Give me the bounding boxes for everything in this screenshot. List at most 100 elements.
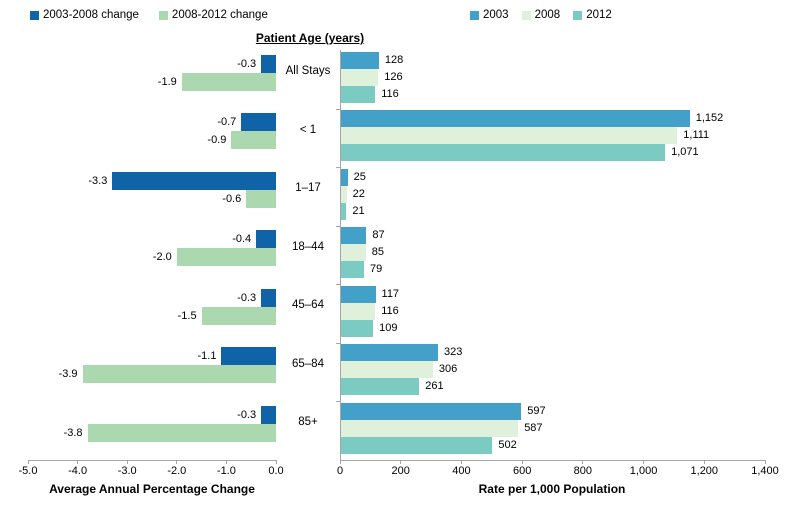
category-row: All Stays <box>276 50 340 109</box>
value-label-2008: 85 <box>371 246 385 259</box>
legend-swatch-2003-2008-change-icon <box>30 10 39 20</box>
legend-swatch-2003-icon <box>470 10 479 20</box>
bar-2003 <box>340 344 439 362</box>
value-label-2008-2012-change: -0.9 <box>207 134 227 147</box>
value-label-2008: 126 <box>384 70 403 83</box>
value-label-2008-2012-change: -3.8 <box>63 426 83 439</box>
value-label-2003-2008-change: -3.3 <box>88 174 108 187</box>
legend-label-2012: 2012 <box>586 9 612 21</box>
bar-2003-2008-change <box>261 405 276 424</box>
value-label-2008-2012-change: -1.5 <box>177 309 197 322</box>
axis-tick <box>400 460 402 464</box>
bar-2008-2012-change <box>176 248 276 267</box>
legend-rate: 2003 2008 2012 <box>470 9 625 21</box>
value-label-2008: 306 <box>438 363 458 376</box>
rate-y-axis-tick <box>336 342 340 344</box>
bar-2008-2012-change <box>246 189 276 208</box>
axis-tick-label: -3.0 <box>117 465 137 477</box>
axis-tick-label: -1.0 <box>216 465 236 477</box>
axis-tick <box>764 460 766 464</box>
bar-2008 <box>340 302 376 320</box>
rate-y-axis-tick <box>336 167 340 169</box>
rate-axis-title: Rate per 1,000 Population <box>478 482 626 496</box>
category-label-1: < 1 <box>299 123 317 136</box>
rate-group-85: 597 587 502 <box>340 401 765 460</box>
value-label-2003-2008-change: -0.3 <box>237 291 257 304</box>
legend-swatch-2008-icon <box>521 10 531 20</box>
bar-2008-2012-change <box>201 306 276 325</box>
legend-swatch-2008-2012-change-icon <box>158 10 168 20</box>
bar-2003 <box>340 402 522 420</box>
rate-group-45-64: 117 116 109 <box>340 284 765 343</box>
bar-2012 <box>340 144 666 162</box>
rate-group-1-17: 25 22 21 <box>340 167 765 226</box>
pct-change-x-axis: -5.0 -4.0 -3.0 -2.0 -1.0 0.0 <box>19 460 284 482</box>
category-label-1-17: 1–17 <box>295 182 321 195</box>
category-row: < 1 <box>276 109 340 168</box>
category-row: 18–44 <box>276 226 340 285</box>
value-label-2003-2008-change: -1.1 <box>197 350 217 363</box>
pct-change-group-1-17: -3.3 -0.6 <box>28 167 276 226</box>
axis-tick <box>126 460 128 464</box>
bar-2008-2012-change <box>181 72 276 91</box>
axis-tick-label: -2.0 <box>167 465 187 477</box>
category-row: 65–84 <box>276 343 340 402</box>
rate-y-axis-tick <box>336 284 340 286</box>
rate-plot-area: 128 126 116 1,152 1,111 1,071 25 22 21 87 85 79 117 1… <box>340 50 765 460</box>
bar-2008 <box>340 419 519 437</box>
category-row: 1–17 <box>276 167 340 226</box>
category-row: 45–64 <box>276 284 340 343</box>
value-label-2003-2008-change: -0.3 <box>237 57 257 70</box>
value-label-2003-2008-change: -0.3 <box>237 408 257 421</box>
legend-item-2008-2012-change: 2008-2012 change <box>158 9 268 21</box>
axis-tick <box>275 460 277 464</box>
category-label-65-84: 65–84 <box>292 357 324 370</box>
legend-item-2003: 2003 <box>470 9 509 21</box>
category-label-all-stays: All Stays <box>285 65 331 77</box>
bar-2008 <box>340 244 366 262</box>
axis-tick-label: 0 <box>336 465 344 477</box>
value-label-2008-2012-change: -2.0 <box>152 251 172 264</box>
rate-group-65-84: 323 306 261 <box>340 343 765 402</box>
pct-change-group-85: -0.3 -3.8 <box>28 401 276 460</box>
legend-label-2008-2012-change: 2008-2012 change <box>171 9 268 21</box>
legend-label-2003-2008-change: 2003-2008 change <box>43 9 139 21</box>
axis-tick-label: 400 <box>452 465 471 477</box>
category-label-18-44: 18–44 <box>292 240 324 253</box>
bar-2008 <box>340 127 678 145</box>
bar-2003 <box>340 227 367 245</box>
legend-label-2003: 2003 <box>483 9 509 21</box>
pct-change-group-1: -0.7 -0.9 <box>28 109 276 168</box>
value-label-2008: 116 <box>381 304 399 317</box>
axis-tick-label: -5.0 <box>18 465 38 477</box>
category-labels-column: All Stays < 1 1–17 18–44 45–64 65–84 85+ <box>276 50 340 460</box>
value-label-2003-2008-change: -0.7 <box>217 116 237 129</box>
bar-2003-2008-change <box>256 230 276 249</box>
rate-group-all-stays: 128 126 116 <box>340 50 765 109</box>
value-label-2003: 1,152 <box>695 112 724 125</box>
value-label-2012: 1,071 <box>671 146 699 159</box>
legend-swatch-2012-icon <box>573 10 583 20</box>
axis-tick <box>582 460 584 464</box>
bar-2003 <box>340 285 376 303</box>
axis-tick <box>176 460 178 464</box>
value-label-2012: 261 <box>425 380 444 393</box>
bar-2012 <box>340 319 374 337</box>
bar-2003-2008-change <box>261 54 276 73</box>
category-row: 85+ <box>276 401 340 460</box>
patient-age-header: Patient Age (years) <box>255 31 365 45</box>
bar-2012 <box>340 261 364 279</box>
bar-2012 <box>340 436 493 454</box>
pct-change-group-45-64: -0.3 -1.5 <box>28 284 276 343</box>
rate-y-axis-tick <box>336 108 340 110</box>
axis-tick-label: -4.0 <box>68 465 88 477</box>
bar-2003-2008-change <box>241 113 276 132</box>
value-label-2012: 109 <box>379 321 398 334</box>
axis-tick <box>460 460 462 464</box>
axis-tick-label: 1,400 <box>751 465 779 477</box>
value-label-2012: 21 <box>352 204 365 217</box>
bar-2008 <box>340 68 379 86</box>
pct-change-group-65-84: -1.1 -3.9 <box>28 343 276 402</box>
pct-change-group-18-44: -0.4 -2.0 <box>28 226 276 285</box>
value-label-2003: 117 <box>381 287 400 300</box>
